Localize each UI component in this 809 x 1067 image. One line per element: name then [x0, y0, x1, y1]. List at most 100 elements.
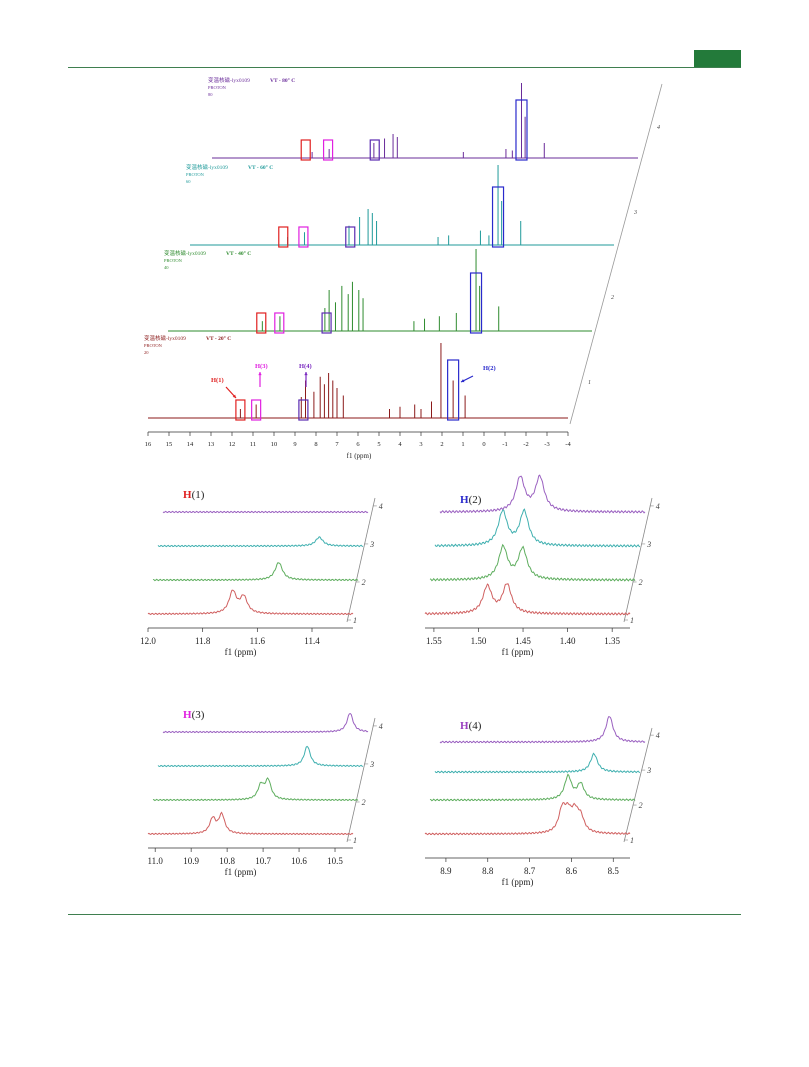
panel-x-tick-label: 1.45	[515, 636, 531, 646]
panel-x-tick-label: 11.4	[304, 636, 320, 646]
panel-depth-tick-label: 3	[369, 760, 374, 769]
panel-x-tick-label: 8.5	[608, 866, 620, 876]
panel-spectrum-line	[434, 508, 641, 548]
main-annotation-arrowhead	[461, 379, 465, 383]
svg-text:40: 40	[164, 265, 169, 270]
panel-x-tick-label: 11.0	[147, 856, 163, 866]
panel-x-tick-label: 1.40	[560, 636, 576, 646]
panel-depth-tick-label: 4	[656, 731, 660, 740]
main-x-tick-label: 15	[166, 441, 173, 448]
svg-text:20: 20	[144, 350, 149, 355]
main-annotation-label: H(2)	[483, 365, 496, 372]
svg-text:VT - 60° C: VT - 60° C	[248, 164, 273, 171]
h1-panel: H(1) 12.0 11.8 11.6 11.4 f1 (ppm) 1 2 3 4	[140, 489, 383, 657]
panel-x-tick-label: 8.6	[566, 866, 578, 876]
panel-depth-tick-label: 3	[646, 766, 651, 775]
panel-x-tick-label: 10.7	[255, 856, 271, 866]
main-nmr-chart: 16 15 14 13 12 11 10 9 8 7 6 5 4 3 2 1 0 -1 -2 -3 -4f1 (ppm)…	[144, 76, 663, 460]
panel-x-label: f1 (ppm)	[502, 877, 534, 887]
main-x-tick-label: 12	[229, 441, 236, 448]
h2-panel: H(2) 1.55 1.50 1.45 1.40 1.35 f1 (ppm) 1 2 3 4	[424, 474, 660, 657]
panel-spectrum-line	[424, 801, 631, 836]
panel-title: H(4)	[460, 720, 482, 732]
panel-depth-tick-label: 3	[369, 540, 374, 549]
panel-x-tick-label: 10.5	[327, 856, 343, 866]
main-depth-tick-label: 4	[657, 124, 660, 131]
main-x-tick-label: 1	[461, 441, 464, 448]
main-depth-tick-label: 1	[588, 380, 591, 386]
panel-title: H(2)	[460, 494, 482, 506]
main-x-tick-label: 16	[145, 441, 152, 448]
panel-depth-tick-label: 2	[639, 578, 643, 587]
panel-depth-tick-label: 4	[656, 502, 660, 511]
main-x-tick-label: 0	[482, 441, 485, 448]
main-highlight-box	[322, 139, 334, 161]
panel-depth-tick-label: 1	[353, 836, 357, 845]
panel-spectrum-line	[162, 712, 369, 734]
panel-depth-tick-label: 1	[630, 616, 634, 625]
svg-text:变温核磁-lyx0109: 变温核磁-lyx0109	[208, 76, 250, 84]
svg-text:PROTON: PROTON	[164, 258, 183, 263]
main-x-tick-label: -4	[565, 441, 571, 448]
panel-spectrum-line	[439, 716, 646, 744]
panel-spectrum-line	[439, 474, 646, 514]
panel-x-tick-label: 10.6	[291, 856, 307, 866]
main-x-tick-label: 5	[377, 441, 380, 448]
panel-title: H(1)	[183, 489, 205, 501]
panel-x-tick-label: 11.6	[250, 636, 266, 646]
panel-depth-axis	[346, 497, 376, 623]
main-x-tick-label: 6	[356, 441, 360, 448]
main-highlight-box	[251, 399, 262, 421]
panel-spectrum-line	[152, 777, 359, 802]
panel-depth-tick-label: 2	[639, 801, 643, 810]
svg-text:变温核磁-lyx0109: 变温核磁-lyx0109	[144, 334, 186, 342]
svg-text:60: 60	[186, 179, 191, 184]
panel-depth-tick-label: 3	[646, 540, 651, 549]
svg-text:VT - 20° C: VT - 20° C	[206, 335, 231, 342]
h4-panel: H(4) 8.9 8.8 8.7 8.6 8.5 f1 (ppm) 1 2 3 4	[424, 716, 660, 887]
svg-text:PROTON: PROTON	[208, 85, 227, 90]
svg-text:PROTON: PROTON	[186, 172, 205, 177]
panel-spectrum-line	[157, 745, 364, 768]
main-x-tick-label: 4	[398, 441, 402, 448]
panel-spectrum-line	[162, 510, 369, 514]
main-highlight-box	[345, 226, 356, 248]
main-highlight-box	[256, 312, 267, 334]
main-x-tick-label: 8	[314, 441, 317, 448]
main-x-tick-label: -2	[523, 441, 528, 448]
main-highlight-box	[274, 312, 285, 334]
main-spectrum-label: 变温核磁-lyx0109 VT - 60° C PROTON 60	[186, 163, 273, 184]
main-highlight-box	[369, 139, 380, 161]
main-depth-axis	[569, 83, 663, 425]
main-x-tick-label: 2	[440, 441, 443, 448]
panel-x-tick-label: 1.35	[604, 636, 620, 646]
h3-panel: H(3) 11.0 10.9 10.8 10.7 10.6 10.5 f1 (ppm) 1 2 3 4	[147, 709, 382, 877]
panel-x-tick-label: 8.9	[440, 866, 452, 876]
panel-depth-axis	[623, 727, 653, 843]
panel-x-tick-label: 8.8	[482, 866, 494, 876]
panel-spectrum-line	[147, 589, 354, 616]
svg-text:PROTON: PROTON	[144, 343, 163, 348]
main-highlight-box	[491, 186, 505, 248]
panel-spectrum-line	[157, 536, 364, 548]
main-highlight-box	[469, 272, 483, 334]
main-x-tick-label: 10	[271, 441, 278, 448]
panel-depth-tick-label: 4	[379, 502, 383, 511]
header-corner-block	[694, 50, 741, 67]
panel-spectrum-line	[434, 752, 641, 774]
panel-depth-tick-label: 4	[379, 722, 383, 731]
panel-spectrum-line	[147, 811, 354, 836]
main-annotation-arrowhead	[304, 372, 308, 376]
main-spectrum-label: 变温核磁-lyx0109 VT - 80° C PROTON 80	[208, 76, 295, 97]
panel-depth-axis	[346, 717, 376, 843]
panel-x-label: f1 (ppm)	[225, 867, 257, 877]
main-x-tick-label: 3	[419, 441, 422, 448]
svg-text:VT - 40° C: VT - 40° C	[226, 250, 251, 257]
panel-x-tick-label: 11.8	[195, 636, 211, 646]
main-depth-tick-label: 3	[633, 210, 637, 216]
main-x-tick-label: 14	[187, 441, 194, 448]
panel-depth-tick-label: 2	[362, 798, 366, 807]
main-x-tick-label: -1	[502, 441, 507, 448]
main-x-tick-label: -3	[544, 441, 549, 448]
